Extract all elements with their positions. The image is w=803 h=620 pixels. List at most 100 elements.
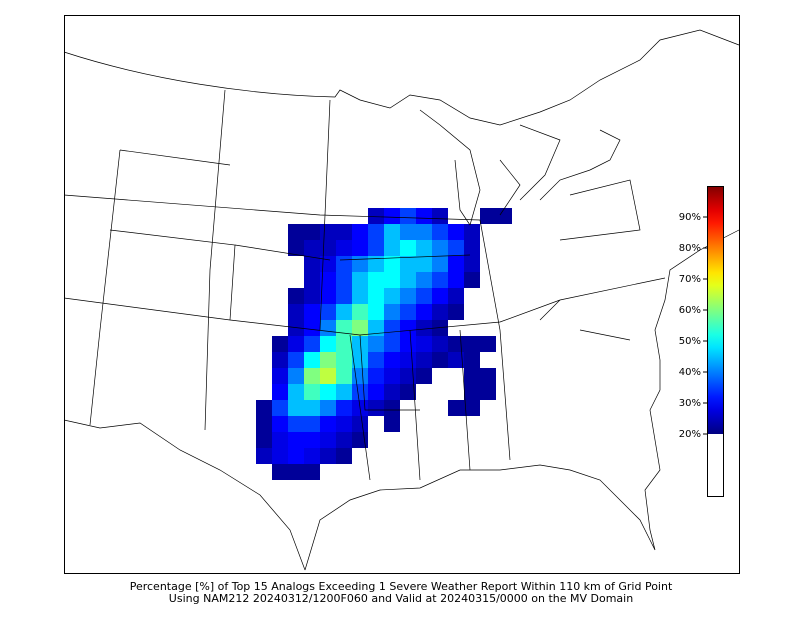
grid-cell — [320, 336, 336, 352]
grid-cell — [320, 384, 336, 400]
grid-cell — [432, 272, 448, 288]
grid-cell — [400, 336, 416, 352]
grid-cell — [304, 400, 320, 416]
grid-cell — [320, 352, 336, 368]
grid-cell — [288, 224, 304, 240]
grid-cell — [400, 288, 416, 304]
grid-cell — [432, 256, 448, 272]
grid-cell — [368, 384, 384, 400]
grid-cell — [352, 272, 368, 288]
grid-cell — [432, 352, 448, 368]
grid-cell — [336, 272, 352, 288]
grid-cell — [272, 336, 288, 352]
grid-cell — [288, 432, 304, 448]
grid-cell — [368, 224, 384, 240]
grid-cell — [352, 240, 368, 256]
grid-cell — [336, 448, 352, 464]
grid-cell — [432, 320, 448, 336]
grid-cell — [304, 256, 320, 272]
grid-cell — [336, 288, 352, 304]
geography — [63, 29, 740, 571]
grid-cell — [288, 368, 304, 384]
grid-cell — [416, 224, 432, 240]
grid-cell — [384, 288, 400, 304]
grid-cell — [368, 304, 384, 320]
caption-line: Percentage [%] of Top 15 Analogs Exceedi… — [130, 580, 673, 593]
grid-cell — [432, 208, 448, 224]
grid-cell — [320, 432, 336, 448]
grid-cell — [432, 224, 448, 240]
grid-cell — [336, 320, 352, 336]
grid-cell — [256, 448, 272, 464]
grid-cell — [272, 368, 288, 384]
grid-cell — [256, 416, 272, 432]
grid-cell — [320, 256, 336, 272]
grid-cell — [336, 384, 352, 400]
grid-cell — [416, 256, 432, 272]
map-frame — [64, 15, 740, 574]
grid-cell — [448, 400, 464, 416]
state-borders — [63, 89, 666, 481]
grid-cell — [480, 208, 496, 224]
grid-cell — [400, 240, 416, 256]
grid-cell — [464, 352, 480, 368]
grid-cell — [336, 352, 352, 368]
grid-cell — [256, 432, 272, 448]
colorbar-tick-label: 70% — [679, 274, 701, 285]
grid-cell — [464, 384, 480, 400]
grid-cell — [432, 304, 448, 320]
grid-cell — [304, 304, 320, 320]
grid-cell — [272, 384, 288, 400]
grid-cell — [400, 352, 416, 368]
grid-cell — [448, 352, 464, 368]
grid-cell — [336, 400, 352, 416]
grid-cell — [288, 384, 304, 400]
grid-cell — [448, 336, 464, 352]
grid-cell — [368, 240, 384, 256]
grid-cell — [480, 336, 496, 352]
grid-cell — [448, 256, 464, 272]
grid-cell — [256, 400, 272, 416]
caption-line: Using NAM212 20240312/1200F060 and Valid… — [169, 592, 633, 605]
grid-cell — [320, 400, 336, 416]
grid-cell — [368, 352, 384, 368]
grid-cell — [320, 288, 336, 304]
grid-cell — [304, 224, 320, 240]
colorbar: 20% 30% 40% 50% 60% 70% 80% 90% — [679, 186, 724, 497]
grid-cell — [416, 240, 432, 256]
grid-cell — [384, 416, 400, 432]
grid-cell — [448, 224, 464, 240]
grid-cell — [384, 304, 400, 320]
grid-cell — [448, 272, 464, 288]
grid-cell — [320, 240, 336, 256]
grid-cell — [352, 416, 368, 432]
grid-cell — [288, 304, 304, 320]
grid-cell — [320, 320, 336, 336]
grid-cell — [496, 208, 512, 224]
grid-cell — [464, 336, 480, 352]
colorbar-tick-label: 30% — [679, 398, 701, 409]
grid-cell — [400, 320, 416, 336]
grid-cell — [352, 352, 368, 368]
grid-cell — [416, 304, 432, 320]
grid-cell — [336, 416, 352, 432]
grid-cell — [400, 208, 416, 224]
grid-cell — [448, 240, 464, 256]
coastline — [63, 229, 740, 571]
colorbar-frame — [707, 186, 724, 497]
grid-cell — [304, 240, 320, 256]
grid-cell — [432, 288, 448, 304]
grid-cell — [384, 272, 400, 288]
grid-cell — [416, 288, 432, 304]
grid-cell — [304, 368, 320, 384]
grid-cell — [400, 272, 416, 288]
colorbar-tick-label: 20% — [679, 429, 701, 440]
grid-cell — [288, 448, 304, 464]
grid-cell — [304, 320, 320, 336]
grid-cell — [320, 272, 336, 288]
probability-grid — [256, 208, 512, 480]
colorbar-tick-label: 40% — [679, 367, 701, 378]
grid-cell — [352, 368, 368, 384]
grid-cell — [368, 320, 384, 336]
